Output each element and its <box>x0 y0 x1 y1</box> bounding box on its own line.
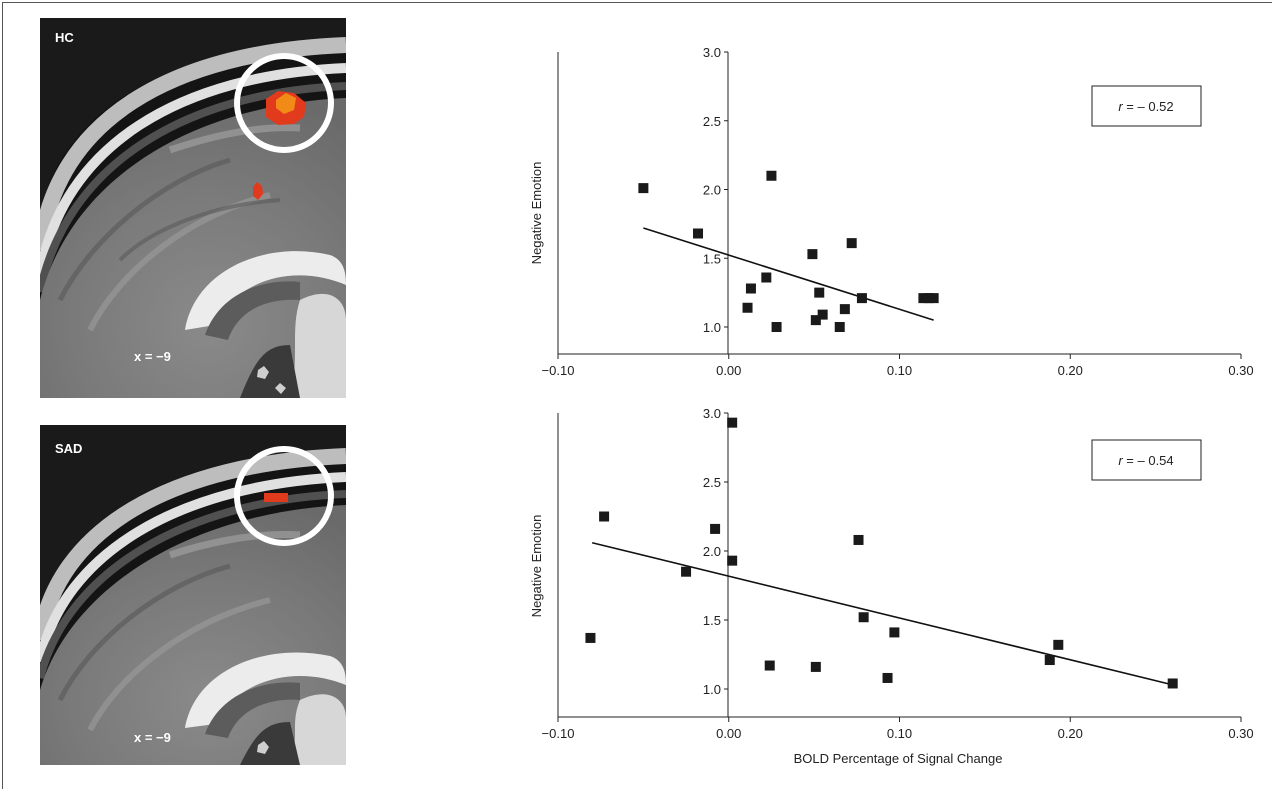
y-tick-label: 2.0 <box>703 544 721 559</box>
data-point <box>764 660 775 671</box>
data-point <box>766 170 777 181</box>
x-tick-label: −0.10 <box>542 726 575 741</box>
data-point <box>761 272 772 283</box>
data-point <box>771 322 782 332</box>
data-point <box>681 566 692 577</box>
data-point <box>923 293 934 304</box>
correlation-value: = – 0.52 <box>1123 99 1174 114</box>
y-tick-label: 3.0 <box>703 45 721 60</box>
x-tick-label: 0.20 <box>1058 363 1083 378</box>
activation-cluster-hc <box>253 91 306 200</box>
data-point <box>853 534 864 545</box>
x-tick-label: 0.30 <box>1228 363 1253 378</box>
y-tick-label: 3.0 <box>703 406 721 421</box>
data-point <box>727 417 738 428</box>
data-point <box>858 612 869 623</box>
y-tick-label: 1.5 <box>703 613 721 628</box>
y-tick-label: 1.0 <box>703 320 721 335</box>
correlation-annotation: r = – 0.52 <box>1118 99 1173 114</box>
x-tick-label: 0.00 <box>716 726 741 741</box>
correlation-symbol: r <box>1118 99 1123 114</box>
y-tick-label: 2.5 <box>703 114 721 129</box>
data-point <box>810 661 821 672</box>
group-label-sad: SAD <box>55 441 82 456</box>
correlation-value: = – 0.54 <box>1123 453 1174 468</box>
data-point <box>745 283 756 294</box>
x-tick-label: 0.30 <box>1228 726 1253 741</box>
data-point <box>585 632 596 643</box>
data-point <box>889 627 900 638</box>
roi-circle-hc <box>234 53 334 153</box>
correlation-box <box>1091 439 1202 481</box>
data-point <box>1053 639 1064 650</box>
scatter-chart-sad: Negative Emotion BOLD Percentage of Sign… <box>529 406 1254 766</box>
roi-circle-sad <box>234 446 334 546</box>
data-point <box>1044 655 1055 666</box>
data-point <box>693 228 704 239</box>
data-point <box>928 293 939 304</box>
regression-line <box>591 541 1173 686</box>
y-tick-label: 2.5 <box>703 475 721 490</box>
correlation-box <box>1091 85 1202 127</box>
coord-label-sad: x = −9 <box>134 730 171 745</box>
x-tick-label: 0.00 <box>716 363 741 378</box>
data-point <box>638 183 649 194</box>
x-tick-label: −0.10 <box>542 363 575 378</box>
correlation-symbol: r <box>1118 453 1123 468</box>
data-point <box>807 249 818 260</box>
y-tick-label: 1.5 <box>703 251 721 266</box>
data-point <box>918 293 929 304</box>
data-point <box>817 309 828 320</box>
activation-cluster-sad <box>264 493 288 502</box>
x-axis-label: BOLD Percentage of Signal Change <box>794 751 1003 766</box>
data-point <box>727 555 738 566</box>
data-point <box>846 238 857 249</box>
y-axis-label: Negative Emotion <box>529 162 544 265</box>
data-point <box>814 287 825 298</box>
y-axis-label: Negative Emotion <box>529 515 544 618</box>
data-point <box>839 304 850 315</box>
data-point <box>834 322 845 332</box>
correlation-annotation: r = – 0.54 <box>1118 453 1173 468</box>
regression-line <box>643 227 934 321</box>
y-tick-label: 2.0 <box>703 183 721 198</box>
x-tick-label: 0.20 <box>1058 726 1083 741</box>
group-label-hc: HC <box>55 30 74 45</box>
data-point <box>599 511 610 522</box>
brain-slice-hc <box>40 18 346 398</box>
brain-slice-sad <box>40 425 346 765</box>
coord-label-hc: x = −9 <box>134 349 171 364</box>
y-tick-label: 1.0 <box>703 682 721 697</box>
data-point <box>1167 678 1178 689</box>
data-point <box>710 523 721 534</box>
data-point <box>882 672 893 683</box>
x-tick-label: 0.10 <box>887 726 912 741</box>
scatter-chart-hc: Negative Emotion r = – 0.52 −0.10 0.00 0.1… <box>529 45 1254 378</box>
data-point <box>856 293 867 304</box>
x-tick-label: 0.10 <box>887 363 912 378</box>
data-point <box>810 315 821 326</box>
data-point <box>742 302 753 313</box>
